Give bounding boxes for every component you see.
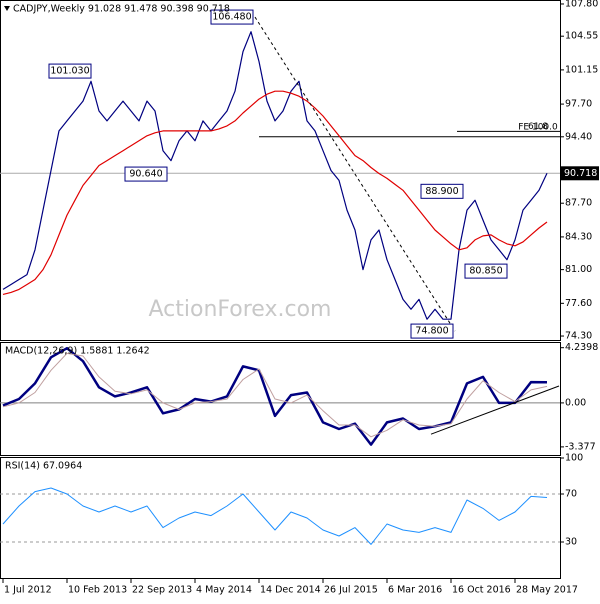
panel-frame xyxy=(0,457,561,579)
y-tick-label: 77.60 xyxy=(565,298,592,309)
y-tick-label: 97.70 xyxy=(565,99,592,110)
y-tick-label: 70 xyxy=(565,489,577,500)
panel-title: CADJPY,Weekly 91.028 91.478 90.398 90.71… xyxy=(13,4,230,15)
annotation-box xyxy=(48,63,92,79)
x-tick-label: 1 Jul 2012 xyxy=(4,585,52,596)
y-tick-label: 81.00 xyxy=(565,264,592,275)
annotation-box xyxy=(420,183,464,199)
y-tick-label: 101.15 xyxy=(565,64,598,75)
current-price-box xyxy=(561,166,599,181)
annotation-box xyxy=(210,9,254,25)
annotation-box xyxy=(464,263,508,279)
panel-frame xyxy=(0,342,561,456)
y-tick-label: 30 xyxy=(565,537,577,548)
panel-frame xyxy=(0,0,561,341)
panel-title: RSI(14) 67.0964 xyxy=(5,461,82,472)
annotation-label: 90.640 xyxy=(129,169,162,180)
series-line xyxy=(2,31,548,320)
panel-title: MACD(12,26,9) 1.5881 1.2642 xyxy=(5,346,150,357)
watermark: ActionForex.com xyxy=(149,297,332,322)
y-tick-label: 104.55 xyxy=(565,31,598,42)
x-tick-label: 28 May 2017 xyxy=(516,585,578,596)
x-tick-label: 4 May 2014 xyxy=(196,585,252,596)
x-tick-label: 26 Jul 2015 xyxy=(324,585,378,596)
y-tick-label: 107.80 xyxy=(565,0,598,9)
level-label: FE 100.0 xyxy=(518,122,558,132)
annotation-label: 74.800 xyxy=(415,326,448,337)
x-tick-label: 14 Dec 2014 xyxy=(260,585,321,596)
level-label: 61.8 xyxy=(528,122,548,132)
current-price-label: 90.718 xyxy=(564,168,597,179)
series-line xyxy=(2,90,548,295)
x-tick-label: 16 Oct 2016 xyxy=(452,585,511,596)
x-tick-label: 10 Feb 2013 xyxy=(68,585,127,596)
y-tick-label: 87.70 xyxy=(565,198,592,209)
series-line xyxy=(2,346,548,446)
x-tick-label: 6 Mar 2016 xyxy=(388,585,442,596)
y-tick-label: 74.30 xyxy=(565,331,592,342)
y-tick-label: 84.30 xyxy=(565,231,592,242)
trendline xyxy=(430,385,560,435)
trendline xyxy=(254,16,456,332)
x-tick-label: 22 Sep 2013 xyxy=(132,585,192,596)
annotation-label: 101.030 xyxy=(50,66,89,77)
y-tick-label: 4.2398 xyxy=(565,342,598,353)
series-line xyxy=(2,487,548,545)
series-line xyxy=(2,352,548,438)
annotation-label: 80.850 xyxy=(469,266,502,277)
annotation-box xyxy=(410,323,454,339)
y-tick-label: 0.00 xyxy=(565,397,586,408)
annotation-box xyxy=(124,166,168,182)
title-icon xyxy=(4,6,10,11)
y-tick-label: -3.377 xyxy=(565,441,596,452)
annotation-label: 106.480 xyxy=(212,12,251,23)
y-tick-label: 94.40 xyxy=(565,131,592,142)
y-tick-label: 100 xyxy=(565,453,583,464)
annotation-label: 88.900 xyxy=(425,186,458,197)
